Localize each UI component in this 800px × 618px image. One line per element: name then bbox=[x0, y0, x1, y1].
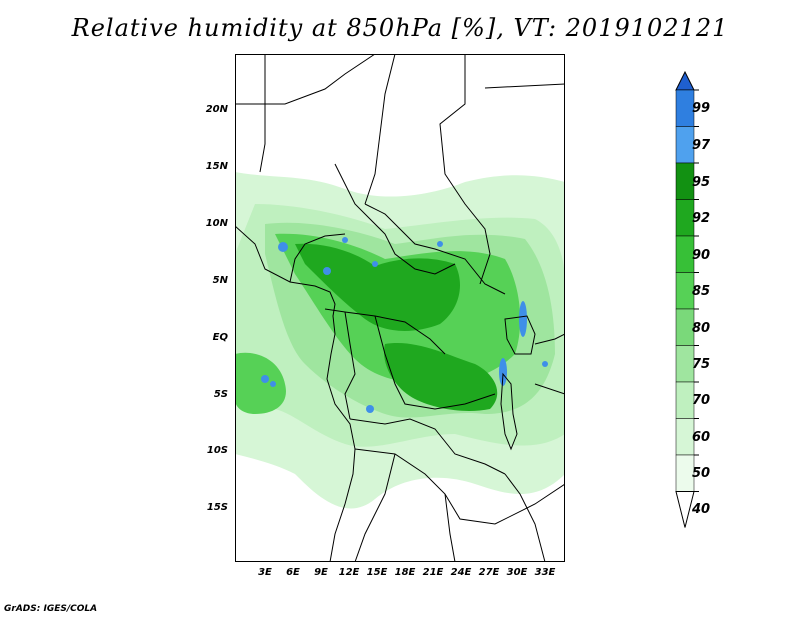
lon-label-27e: 27E bbox=[478, 567, 500, 578]
legend-label-97: 97 bbox=[692, 138, 711, 153]
legend-label-75: 75 bbox=[692, 357, 711, 372]
lon-label-9e: 9E bbox=[314, 567, 328, 578]
lat-label-5n: 5N bbox=[212, 275, 228, 286]
map-border bbox=[235, 54, 565, 562]
humidity-field bbox=[235, 172, 565, 509]
colorbar-segments bbox=[675, 70, 695, 528]
legend-label-50: 50 bbox=[692, 466, 711, 481]
humidity-band-dark bbox=[295, 243, 460, 331]
lon-label-24e: 24E bbox=[450, 567, 472, 578]
chart-title: Relative humidity at 850hPa [%], VT: 201… bbox=[71, 14, 729, 42]
colorbar bbox=[675, 70, 699, 528]
coastline bbox=[235, 225, 356, 562]
legend-label-60: 60 bbox=[692, 430, 711, 445]
lat-label-10n: 10N bbox=[205, 218, 228, 229]
lon-label-3e: 3E bbox=[258, 567, 272, 578]
lon-label-6e: 6E bbox=[286, 567, 300, 578]
saturated-spots bbox=[261, 237, 548, 413]
humidity-band-dark-2 bbox=[384, 343, 498, 411]
lat-label-5s: 5S bbox=[213, 389, 228, 400]
legend-label-95: 95 bbox=[692, 175, 711, 190]
lon-label-33e: 33E bbox=[534, 567, 556, 578]
lon-label-18e: 18E bbox=[394, 567, 416, 578]
legend-label-90: 90 bbox=[692, 248, 711, 263]
lon-label-12e: 12E bbox=[338, 567, 360, 578]
country-borders bbox=[235, 54, 565, 562]
lat-label-10s: 10S bbox=[206, 445, 228, 456]
colorbar-ticks bbox=[694, 89, 699, 492]
legend-label-80: 80 bbox=[692, 321, 711, 336]
lat-label-15n: 15N bbox=[205, 161, 228, 172]
humidity-map bbox=[235, 54, 565, 562]
colorbar-top-arrow bbox=[675, 70, 695, 91]
legend-label-85: 85 bbox=[692, 284, 711, 299]
legend-label-92: 92 bbox=[692, 211, 711, 226]
lon-label-15e: 15E bbox=[366, 567, 388, 578]
humidity-ocean-patch bbox=[235, 352, 286, 414]
credit-text: GrADS: IGES/COLA bbox=[4, 604, 98, 614]
lon-label-21e: 21E bbox=[422, 567, 444, 578]
lat-label-eq: EQ bbox=[212, 332, 228, 343]
lat-label-15s: 15S bbox=[206, 502, 228, 513]
legend-label-40: 40 bbox=[692, 502, 711, 517]
lat-label-20n: 20N bbox=[205, 104, 228, 115]
colorbar-bottom-arrow bbox=[675, 491, 695, 528]
legend-label-99: 99 bbox=[692, 101, 711, 116]
legend-label-70: 70 bbox=[692, 393, 711, 408]
lon-label-30e: 30E bbox=[506, 567, 528, 578]
